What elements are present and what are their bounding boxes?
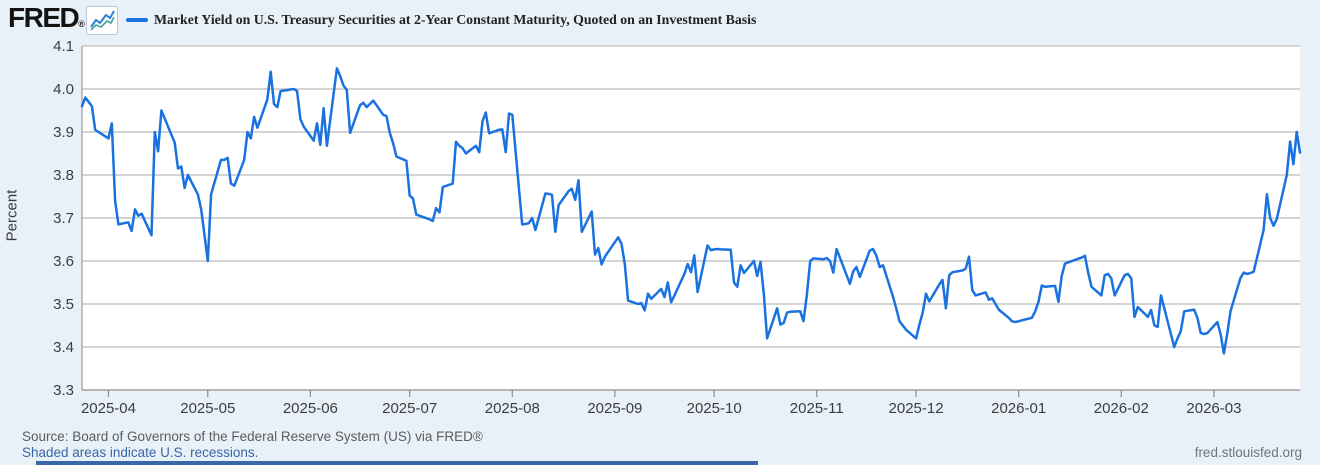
y-tick-label: 3.7 [53,210,74,227]
x-tick-label: 2026-01 [991,400,1046,417]
recession-note-link[interactable]: Shaded areas indicate U.S. recessions. [22,445,259,460]
x-tick-label: 2025-05 [180,400,235,417]
chart-header: FRED® Market Yield on U.S. Treasury Secu… [0,0,1320,40]
y-tick-label: 3.9 [53,124,74,141]
y-tick-label: 3.5 [53,296,74,313]
y-tick-label: 3.3 [53,382,74,399]
y-tick-label: 4.1 [53,38,74,55]
site-link[interactable]: fred.stlouisfed.org [1194,445,1302,460]
x-tick-label: 2025-07 [382,400,437,417]
y-axis-title: Percent [3,189,21,242]
y-tick-label: 4.0 [53,81,74,98]
page-divider [36,461,758,465]
x-tick-label: 2025-11 [790,400,844,417]
y-tick-label: 3.8 [53,167,74,184]
fred-logo[interactable]: FRED® [8,2,85,33]
series-line[interactable] [80,67,1302,355]
y-tick-label: 3.6 [53,253,74,270]
registered-mark: ® [78,19,85,29]
x-tick-label: 2025-08 [485,400,540,417]
x-tick-label: 2026-03 [1186,400,1241,417]
x-tick-label: 2025-12 [889,400,944,417]
x-tick-label: 2025-04 [81,400,136,417]
source-attribution: Source: Board of Governors of the Federa… [22,429,483,444]
y-tick-label: 3.4 [53,339,74,356]
legend-line-swatch [126,18,148,22]
x-tick-label: 2025-09 [587,400,642,417]
x-tick-label: 2026-02 [1094,400,1149,417]
series-title[interactable]: Market Yield on U.S. Treasury Securities… [154,12,757,27]
x-tick-label: 2025-06 [283,400,338,417]
fred-chart-icon [86,6,118,35]
x-tick-label: 2025-10 [687,400,742,417]
